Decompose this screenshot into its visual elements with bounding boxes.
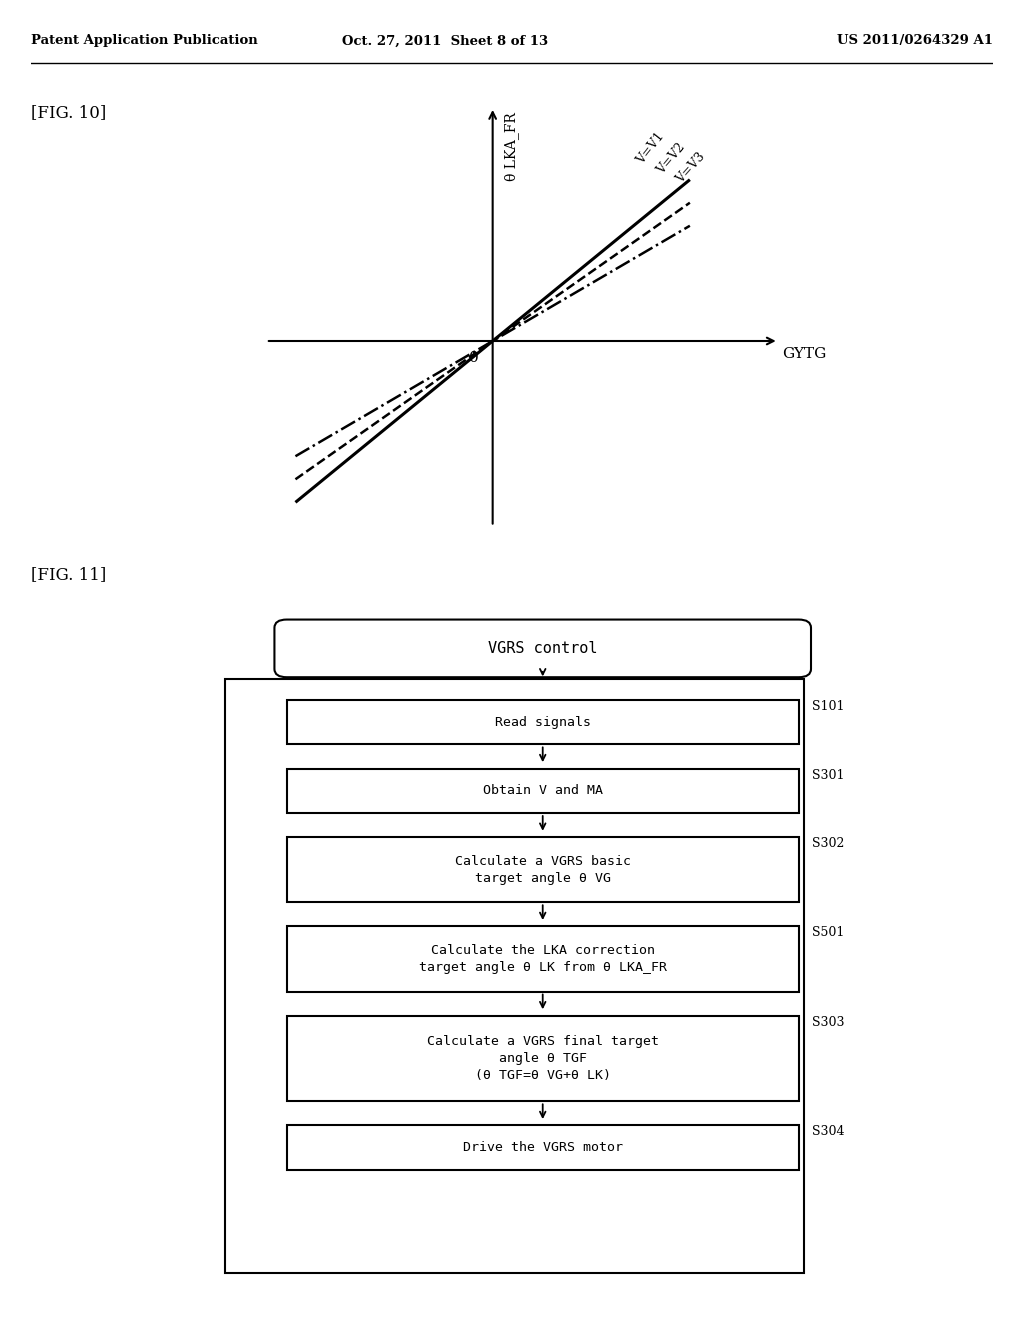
Bar xyxy=(287,837,799,903)
Bar xyxy=(287,768,799,813)
Text: V=V2: V=V2 xyxy=(654,140,688,177)
Text: [FIG. 10]: [FIG. 10] xyxy=(31,104,105,120)
Text: US 2011/0264329 A1: US 2011/0264329 A1 xyxy=(838,34,993,48)
Text: Oct. 27, 2011  Sheet 8 of 13: Oct. 27, 2011 Sheet 8 of 13 xyxy=(342,34,548,48)
Text: θ LKA_FR: θ LKA_FR xyxy=(505,112,519,181)
Text: VGRS control: VGRS control xyxy=(488,642,597,656)
Text: Drive the VGRS motor: Drive the VGRS motor xyxy=(463,1142,623,1154)
Text: 0: 0 xyxy=(469,351,479,364)
Bar xyxy=(287,700,799,744)
Text: Obtain V and MA: Obtain V and MA xyxy=(482,784,603,797)
Text: Calculate a VGRS basic
target angle θ VG: Calculate a VGRS basic target angle θ VG xyxy=(455,855,631,884)
Text: S301: S301 xyxy=(812,768,845,781)
Text: S101: S101 xyxy=(812,700,845,713)
FancyBboxPatch shape xyxy=(274,619,811,677)
Text: S303: S303 xyxy=(812,1015,845,1028)
Bar xyxy=(287,1015,799,1101)
Text: [FIG. 11]: [FIG. 11] xyxy=(31,566,105,582)
Bar xyxy=(225,680,804,1272)
Text: S302: S302 xyxy=(812,837,845,850)
Text: S501: S501 xyxy=(812,927,845,940)
Text: V=V1: V=V1 xyxy=(635,129,668,166)
Bar xyxy=(287,927,799,991)
Bar xyxy=(287,1126,799,1170)
Text: GYTG: GYTG xyxy=(782,347,827,362)
Text: Calculate a VGRS final target
angle θ TGF
(θ TGF=θ VG+θ LK): Calculate a VGRS final target angle θ TG… xyxy=(427,1035,658,1082)
Text: Patent Application Publication: Patent Application Publication xyxy=(31,34,257,48)
Text: Read signals: Read signals xyxy=(495,715,591,729)
Text: Calculate the LKA correction
target angle θ LK from θ LKA_FR: Calculate the LKA correction target angl… xyxy=(419,944,667,974)
Text: S304: S304 xyxy=(812,1126,845,1138)
Text: V=V3: V=V3 xyxy=(674,150,709,186)
